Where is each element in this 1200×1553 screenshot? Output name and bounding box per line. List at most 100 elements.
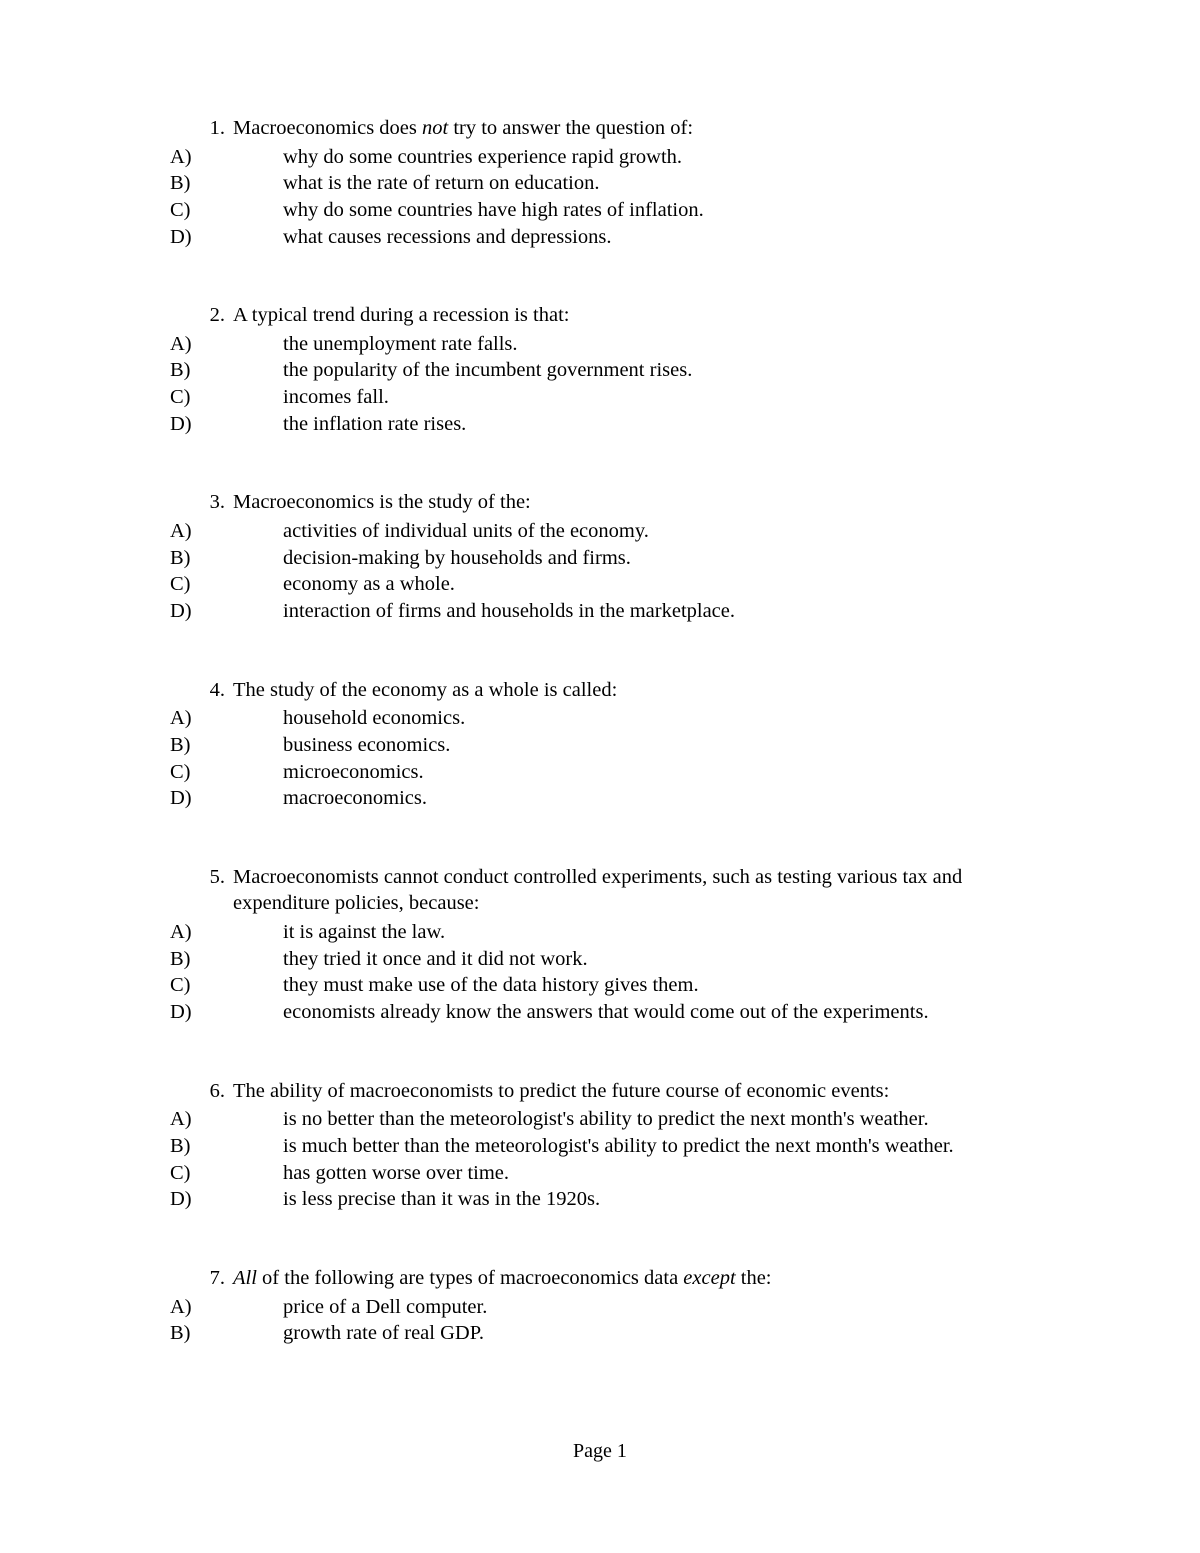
option-label: C): [170, 759, 202, 786]
option-label: D): [170, 598, 202, 625]
question-number: 1.: [170, 115, 233, 142]
question-stem: 7.All of the following are types of macr…: [170, 1265, 1030, 1292]
option-row: C)has gotten worse over time.: [170, 1160, 1030, 1187]
option-label: A): [170, 1106, 202, 1133]
option-row: B)decision-making by households and firm…: [170, 545, 1030, 572]
option-text: what is the rate of return on education.: [283, 170, 1030, 197]
option-gap: [202, 224, 283, 251]
option-text: why do some countries have high rates of…: [283, 197, 1030, 224]
option-row: B) growth rate of real GDP.: [170, 1320, 1030, 1347]
question-text-part: A typical trend during a recession is th…: [233, 304, 569, 326]
option-text: interaction of firms and households in t…: [283, 598, 1030, 625]
option-gap: [202, 545, 283, 572]
option-gap: [202, 732, 283, 759]
option-text: activities of individual units of the ec…: [283, 518, 1030, 545]
question-number: 3.: [170, 489, 233, 516]
question-text-part: of the following are types of macroecono…: [257, 1267, 683, 1289]
question-text-italic: not: [422, 117, 448, 139]
option-row: D)economists already know the answers th…: [170, 999, 1030, 1026]
option-gap: [202, 946, 283, 973]
question-number: 7.: [170, 1265, 233, 1292]
option-label: B): [170, 1133, 202, 1160]
option-gap: [202, 170, 283, 197]
option-label: C): [170, 571, 202, 598]
option-text: they must make use of the data history g…: [283, 972, 1030, 999]
option-row: C)incomes fall.: [170, 384, 1030, 411]
question-block: 2.A typical trend during a recession is …: [170, 302, 1030, 437]
option-row: A)activities of individual units of the …: [170, 518, 1030, 545]
question-number: 5.: [170, 864, 233, 917]
option-gap: [202, 1133, 283, 1160]
option-gap: [202, 705, 283, 732]
question-text-part: Macroeconomists cannot conduct controlle…: [233, 866, 962, 915]
option-text: is much better than the meteorologist's …: [283, 1133, 1030, 1160]
question-text: All of the following are types of macroe…: [233, 1265, 1030, 1292]
question-text-part: the:: [736, 1267, 772, 1289]
option-row: A) household economics.: [170, 705, 1030, 732]
question-stem: 3.Macroeconomics is the study of the:: [170, 489, 1030, 516]
option-label: B): [170, 357, 202, 384]
option-row: D)what causes recessions and depressions…: [170, 224, 1030, 251]
option-row: D) is less precise than it was in the 192…: [170, 1186, 1030, 1213]
option-gap: [202, 759, 283, 786]
option-row: D) macroeconomics.: [170, 785, 1030, 812]
question-text-part: The ability of macroeconomists to predic…: [233, 1080, 889, 1102]
question-text-part: try to answer the question of:: [448, 117, 693, 139]
question-number: 4.: [170, 677, 233, 704]
option-row: B)what is the rate of return on educatio…: [170, 170, 1030, 197]
option-row: D) interaction of firms and households in…: [170, 598, 1030, 625]
question-block: 7.All of the following are types of macr…: [170, 1265, 1030, 1347]
option-gap: [202, 197, 283, 224]
option-gap: [202, 1186, 283, 1213]
option-row: A)price of a Dell computer.: [170, 1294, 1030, 1321]
option-gap: [202, 144, 283, 171]
option-label: D): [170, 785, 202, 812]
option-gap: [202, 1294, 283, 1321]
question-text-italic: except: [683, 1267, 735, 1289]
option-row: A)is no better than the meteorologist's …: [170, 1106, 1030, 1133]
question-text: Macroeconomists cannot conduct controlle…: [233, 864, 1030, 917]
question-stem: 6.The ability of macroeconomists to pred…: [170, 1078, 1030, 1105]
option-gap: [202, 571, 283, 598]
option-text: economists already know the answers that…: [283, 999, 1030, 1026]
option-text: is less precise than it was in the 1920s…: [283, 1186, 1030, 1213]
option-row: A)the unemployment rate falls.: [170, 331, 1030, 358]
option-gap: [202, 1160, 283, 1187]
option-row: B) is much better than the meteorologist'…: [170, 1133, 1030, 1160]
option-text: macroeconomics.: [283, 785, 1030, 812]
option-gap: [202, 785, 283, 812]
option-label: C): [170, 1160, 202, 1187]
question-number: 6.: [170, 1078, 233, 1105]
option-label: A): [170, 144, 202, 171]
page: 1.Macroeconomics does not try to answer …: [0, 0, 1200, 1553]
option-label: C): [170, 972, 202, 999]
option-row: D)the inflation rate rises.: [170, 411, 1030, 438]
option-label: B): [170, 946, 202, 973]
option-label: A): [170, 705, 202, 732]
option-row: C)why do some countries have high rates …: [170, 197, 1030, 224]
question-text: The ability of macroeconomists to predic…: [233, 1078, 1030, 1105]
question-text: A typical trend during a recession is th…: [233, 302, 1030, 329]
option-row: B) the popularity of the incumbent govern…: [170, 357, 1030, 384]
option-gap: [202, 919, 283, 946]
option-row: A)it is against the law.: [170, 919, 1030, 946]
option-gap: [202, 999, 283, 1026]
question-number: 2.: [170, 302, 233, 329]
question-text: Macroeconomics does not try to answer th…: [233, 115, 1030, 142]
option-text: household economics.: [283, 705, 1030, 732]
option-label: B): [170, 1320, 202, 1347]
option-gap: [202, 1106, 283, 1133]
option-text: the popularity of the incumbent governme…: [283, 357, 1030, 384]
option-row: A) why do some countries experience rapid…: [170, 144, 1030, 171]
option-gap: [202, 1320, 283, 1347]
question-block: 1.Macroeconomics does not try to answer …: [170, 115, 1030, 250]
option-label: D): [170, 1186, 202, 1213]
question-stem: 5.Macroeconomists cannot conduct control…: [170, 864, 1030, 917]
question-stem: 2.A typical trend during a recession is …: [170, 302, 1030, 329]
option-text: why do some countries experience rapid g…: [283, 144, 1030, 171]
option-gap: [202, 411, 283, 438]
option-row: B)they tried it once and it did not work…: [170, 946, 1030, 973]
question-text: The study of the economy as a whole is c…: [233, 677, 1030, 704]
question-stem: 4.The study of the economy as a whole is…: [170, 677, 1030, 704]
option-text: growth rate of real GDP.: [283, 1320, 1030, 1347]
